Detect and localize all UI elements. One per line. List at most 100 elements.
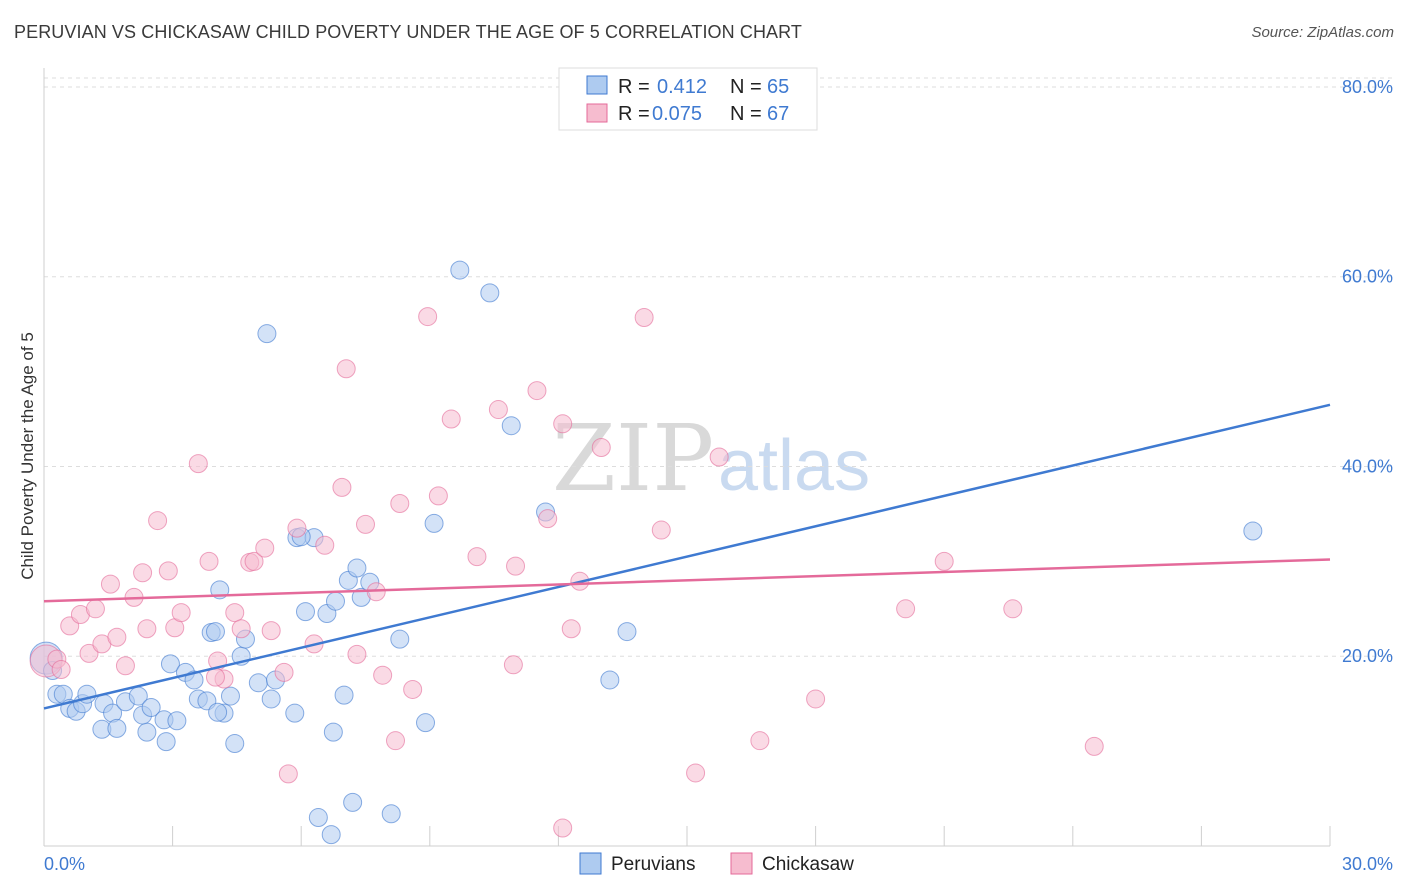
chickasaw-point xyxy=(634,308,654,328)
chickasaw-point xyxy=(79,643,99,663)
chickasaw-point xyxy=(336,359,356,379)
peruvians-point xyxy=(600,670,620,690)
x-tick-label-30: 30.0% xyxy=(1342,854,1393,874)
peruvians-point xyxy=(343,792,363,812)
watermark-zip: ZIP xyxy=(552,405,714,512)
source-note: Source: ZipAtlas.com xyxy=(1251,24,1394,41)
chickasaw-point xyxy=(133,563,153,583)
chickasaw-point xyxy=(896,599,916,619)
chickasaw-point xyxy=(806,689,826,709)
peruvians-point xyxy=(480,283,500,303)
peruvians-point xyxy=(390,629,410,649)
series-legend-swatch-chickasaw xyxy=(730,852,753,875)
chickasaw-point xyxy=(274,662,294,682)
peruvians-point xyxy=(137,722,157,742)
chickasaw-point xyxy=(553,414,573,434)
legend-r-label-peruvians: R = xyxy=(618,76,650,98)
peruvians-point xyxy=(295,602,315,622)
chickasaw-point xyxy=(158,561,178,581)
chickasaw-point xyxy=(287,518,307,538)
chickasaw-point xyxy=(467,547,487,567)
trend-lines xyxy=(43,403,1331,710)
peruvians-point xyxy=(220,686,240,706)
chickasaw-point xyxy=(934,551,954,571)
chickasaw-point xyxy=(686,763,706,783)
peruvians-point xyxy=(334,685,354,705)
chickasaw-point xyxy=(231,619,251,639)
series-legend: Peruvians Chickasaw xyxy=(579,852,854,875)
peruvians-point xyxy=(321,825,341,845)
peruvians-point xyxy=(184,670,204,690)
chickasaw-point xyxy=(199,551,219,571)
chickasaw-point xyxy=(506,556,526,576)
chickasaw-point xyxy=(503,655,523,675)
peruvians-point xyxy=(208,702,228,722)
y-tick-label-40: 40.0% xyxy=(1342,456,1393,476)
chickasaw-point xyxy=(591,438,611,458)
peruvians-point xyxy=(325,591,345,611)
peruvians-point xyxy=(617,622,637,642)
peruvians-point xyxy=(248,673,268,693)
chickasaw-point xyxy=(171,603,191,623)
chickasaw-point xyxy=(278,764,298,784)
peruvians-point xyxy=(308,808,328,828)
chickasaw-point xyxy=(107,627,127,647)
peruvians-point xyxy=(205,622,225,642)
peruvians-point xyxy=(501,416,521,436)
legend-swatch-chickasaw xyxy=(586,103,608,123)
peruvians-point xyxy=(156,732,176,752)
peruvians-point xyxy=(141,697,161,717)
legend-r-value-peruvians: 0.412 xyxy=(657,76,707,98)
chickasaw-point xyxy=(553,818,573,838)
peruvians-point xyxy=(167,711,187,731)
peruvians-point xyxy=(1243,521,1263,541)
peruvians-point xyxy=(323,722,343,742)
chickasaw-point xyxy=(188,454,208,474)
chickasaw-point xyxy=(347,644,367,664)
chickasaw-point xyxy=(538,509,558,529)
chart-title: PERUVIAN VS CHICKASAW CHILD POVERTY UNDE… xyxy=(14,22,803,42)
legend-swatch-peruvians xyxy=(586,75,608,95)
peruvians-point xyxy=(347,558,367,578)
chickasaw-point xyxy=(373,665,393,685)
y-tick-label-80: 80.0% xyxy=(1342,77,1393,97)
chickasaw-point xyxy=(205,667,225,687)
peruvians-point xyxy=(261,689,281,709)
y-tick-labels: 20.0% 40.0% 60.0% 80.0% xyxy=(1342,77,1393,666)
peruvians-point xyxy=(160,654,180,674)
chickasaw-point xyxy=(428,486,448,506)
series-legend-label-chickasaw: Chickasaw xyxy=(762,854,854,875)
y-tick-label-20: 20.0% xyxy=(1342,646,1393,666)
legend-n-label-peruvians: N = xyxy=(730,76,762,98)
legend-n-label-chickasaw: N = xyxy=(730,103,762,125)
chickasaw-point xyxy=(403,679,423,699)
chickasaw-point xyxy=(527,381,547,401)
chickasaw-point xyxy=(386,731,406,751)
chickasaw-point xyxy=(1003,599,1023,619)
peruvians-point xyxy=(424,513,444,533)
chickasaw-point xyxy=(561,619,581,639)
y-tick-label-60: 60.0% xyxy=(1342,267,1393,287)
legend-r-label-chickasaw: R = xyxy=(618,103,650,125)
y-axis-label: Child Poverty Under the Age of 5 xyxy=(18,332,37,580)
legend-n-value-peruvians: 65 xyxy=(767,76,789,98)
peruvians-point xyxy=(225,734,245,754)
chickasaw-point xyxy=(244,551,264,571)
chickasaw-point xyxy=(356,514,375,534)
chickasaw-trend-line xyxy=(43,558,1331,603)
chickasaw-point xyxy=(709,447,729,467)
data-points xyxy=(29,260,1263,845)
chickasaw-point xyxy=(488,400,508,420)
series-legend-swatch-peruvians xyxy=(579,852,602,875)
chickasaw-point xyxy=(148,511,168,531)
chickasaw-point xyxy=(115,656,135,676)
peruvians-point xyxy=(450,260,470,280)
series-legend-label-peruvians: Peruvians xyxy=(611,854,696,875)
chickasaw-point xyxy=(85,599,105,619)
legend-n-value-chickasaw: 67 xyxy=(767,103,789,125)
chickasaw-point xyxy=(255,538,275,558)
legend-r-value-chickasaw: 0.075 xyxy=(652,103,702,125)
peruvians-point xyxy=(285,703,305,723)
x-tick-marks xyxy=(43,826,1331,846)
